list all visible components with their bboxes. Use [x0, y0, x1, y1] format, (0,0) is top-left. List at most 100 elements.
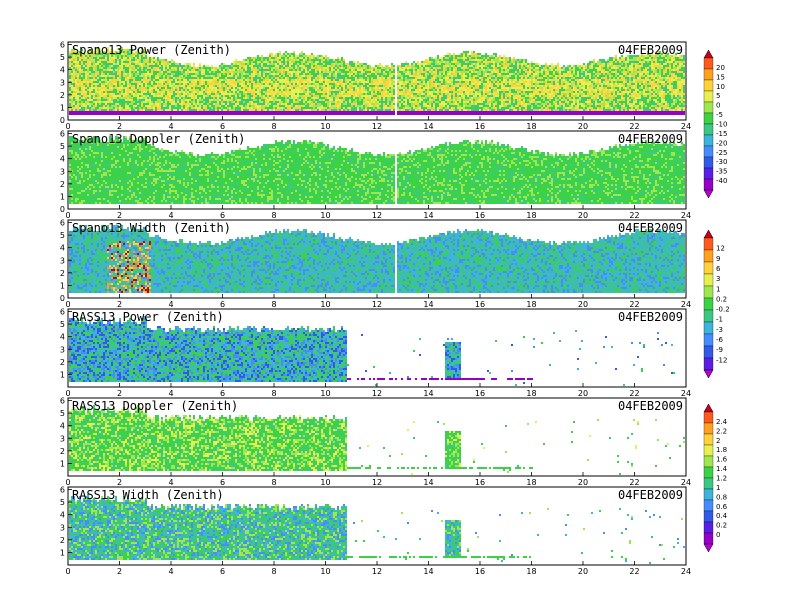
data-cell: [143, 73, 145, 75]
data-cell: [89, 97, 91, 99]
data-cell: [267, 85, 269, 87]
data-cell: [119, 63, 121, 65]
data-cell: [215, 75, 217, 77]
data-cell: [95, 71, 97, 73]
data-cell: [219, 101, 221, 103]
data-cell: [173, 67, 175, 69]
data-cell: [135, 95, 137, 97]
data-cell: [139, 99, 141, 101]
data-cell: [241, 87, 243, 89]
data-cell: [77, 113, 79, 115]
data-cell: [87, 57, 89, 59]
data-cell: [257, 59, 259, 61]
data-cell: [121, 73, 123, 75]
data-cell: [105, 95, 107, 97]
data-cell: [233, 109, 235, 111]
data-cell: [171, 91, 173, 93]
data-cell: [111, 67, 113, 69]
data-cell: [79, 97, 81, 99]
data-cell: [121, 113, 123, 115]
data-cell: [209, 113, 211, 115]
data-cell: [169, 85, 171, 87]
data-cell: [143, 109, 145, 111]
data-cell: [147, 101, 149, 103]
data-cell: [89, 61, 91, 63]
data-cell: [169, 101, 171, 103]
data-cell: [207, 99, 209, 101]
data-cell: [197, 97, 199, 99]
data-cell: [163, 107, 165, 109]
data-cell: [73, 77, 75, 79]
data-cell: [127, 63, 129, 65]
data-cell: [171, 67, 173, 69]
data-cell: [211, 75, 213, 77]
data-cell: [123, 101, 125, 103]
data-cell: [213, 79, 215, 81]
data-cell: [139, 71, 141, 73]
data-cell: [87, 79, 89, 81]
data-cell: [111, 73, 113, 75]
data-cell: [203, 111, 205, 113]
data-cell: [263, 65, 265, 67]
data-cell: [69, 59, 71, 61]
data-cell: [81, 109, 83, 111]
data-cell: [187, 107, 189, 109]
data-cell: [71, 63, 73, 65]
data-cell: [235, 83, 237, 85]
data-cell: [115, 95, 117, 97]
data-cell: [219, 87, 221, 89]
data-cell: [241, 79, 243, 81]
data-cell: [129, 73, 131, 75]
data-cell: [207, 111, 209, 113]
data-cell: [245, 105, 247, 107]
data-cell: [91, 61, 93, 63]
data-cell: [91, 109, 93, 111]
data-cell: [207, 75, 209, 77]
data-cell: [195, 69, 197, 71]
data-cell: [95, 65, 97, 67]
data-cell: [245, 77, 247, 79]
data-cell: [89, 99, 91, 101]
data-cell: [195, 105, 197, 107]
data-cell: [165, 95, 167, 97]
data-cell: [215, 87, 217, 89]
data-cell: [245, 95, 247, 97]
data-cell: [85, 63, 87, 65]
data-cell: [89, 91, 91, 93]
data-cell: [265, 105, 267, 107]
data-cell: [93, 81, 95, 83]
data-cell: [207, 109, 209, 111]
data-cell: [75, 113, 77, 115]
data-cell: [93, 113, 95, 115]
data-cell: [175, 93, 177, 95]
data-cell: [97, 93, 99, 95]
data-cell: [223, 113, 225, 115]
data-cell: [83, 67, 85, 69]
data-cell: [265, 63, 267, 65]
data-cell: [71, 105, 73, 107]
data-cell: [257, 67, 259, 69]
data-cell: [253, 87, 255, 89]
data-cell: [157, 113, 159, 115]
data-cell: [185, 93, 187, 95]
data-cell: [91, 97, 93, 99]
data-cell: [113, 101, 115, 103]
data-cell: [141, 89, 143, 91]
data-cell: [251, 103, 253, 105]
data-cell: [187, 79, 189, 81]
data-cell: [83, 69, 85, 71]
data-cell: [189, 103, 191, 105]
data-cell: [151, 79, 153, 81]
data-cell: [75, 69, 77, 71]
data-cell: [169, 81, 171, 83]
data-cell: [149, 81, 151, 83]
data-cell: [89, 67, 91, 69]
data-cell: [95, 85, 97, 87]
data-cell: [133, 77, 135, 79]
data-cell: [147, 57, 149, 59]
data-cell: [69, 101, 71, 103]
data-cell: [91, 71, 93, 73]
data-cell: [109, 73, 111, 75]
data-cell: [131, 99, 133, 101]
data-cell: [85, 109, 87, 111]
